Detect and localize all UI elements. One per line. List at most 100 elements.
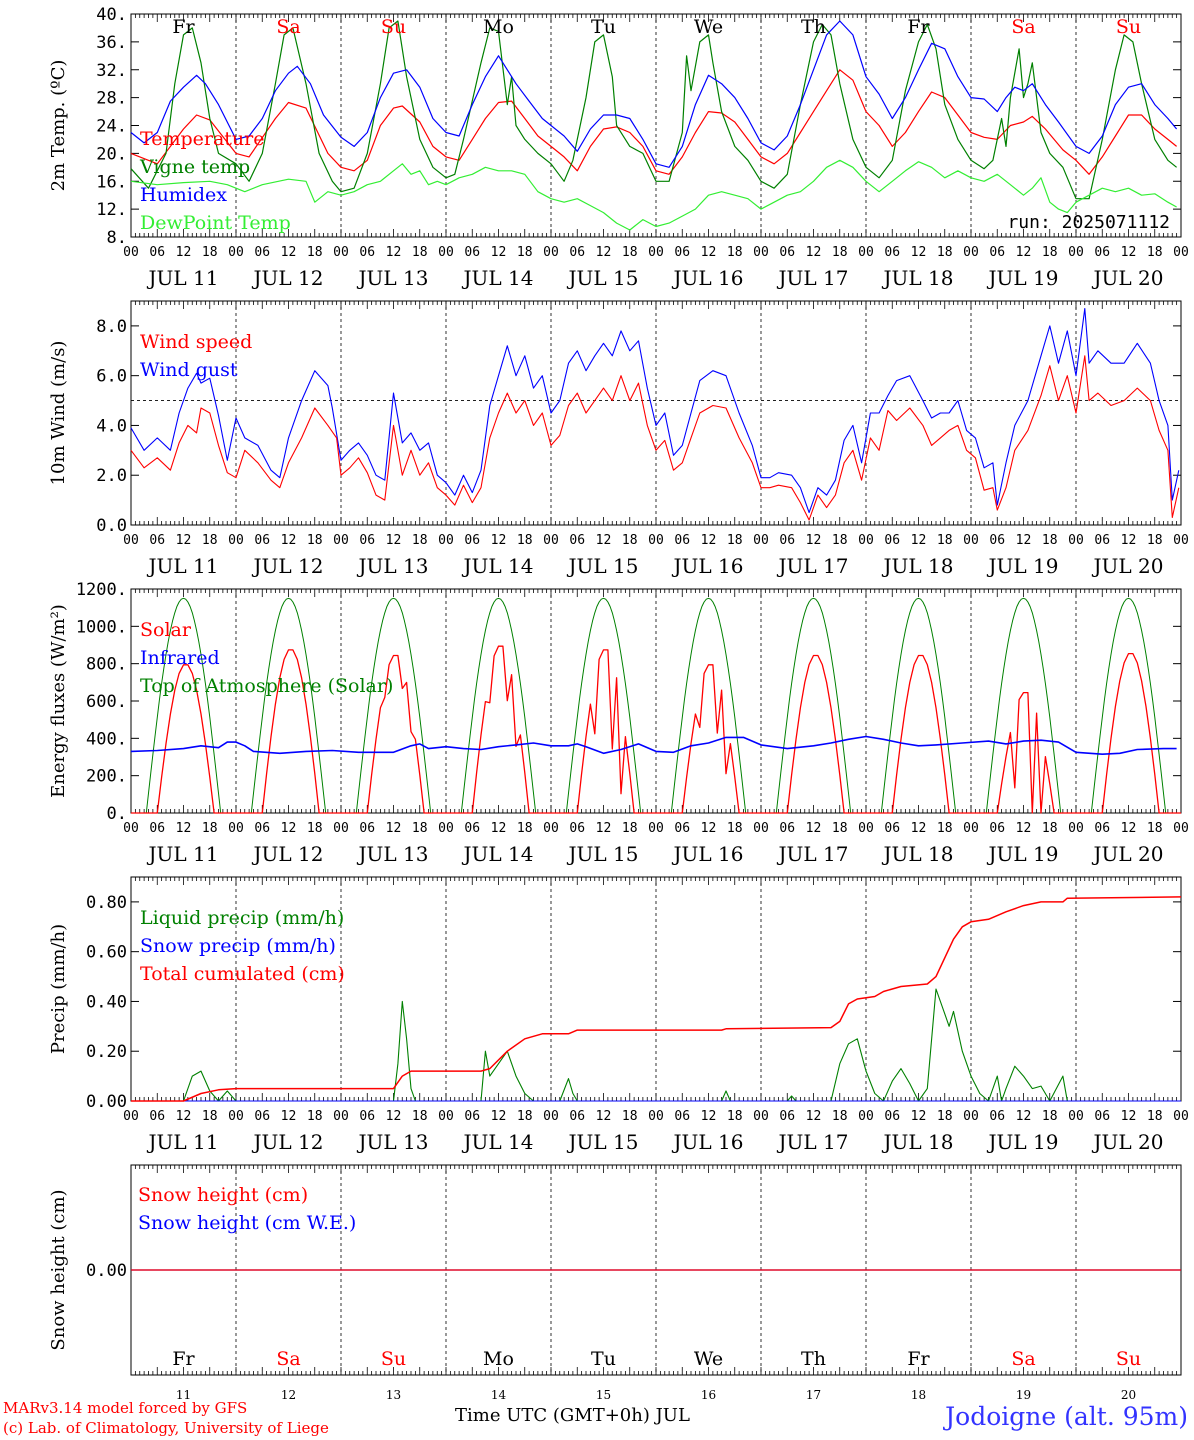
date-label: JUL 15 — [567, 1130, 639, 1154]
hour-label: 18 — [1042, 821, 1058, 836]
legend-entry: Liquid precip (mm/h) — [140, 907, 344, 929]
day-number: 15 — [596, 1388, 611, 1402]
hour-label: 18 — [937, 245, 953, 260]
hour-label: 12 — [386, 1109, 402, 1124]
weekday-label: We — [694, 16, 723, 38]
hour-label: 06 — [254, 245, 270, 260]
hour-label: 00 — [543, 533, 559, 548]
legend-entry: Snow height (cm) — [138, 1184, 308, 1206]
y-tick-label: 8. — [107, 228, 127, 248]
hour-label: 12 — [701, 533, 717, 548]
date-label: JUL 14 — [462, 266, 534, 290]
hour-label: 00 — [753, 821, 769, 836]
hour-label: 18 — [202, 821, 218, 836]
hour-label: 00 — [333, 821, 349, 836]
date-label: JUL 20 — [1092, 1130, 1164, 1154]
panel-1: 00 06 12 18 00 06 12 18 00 06 12 18 00 06 12 18 00 06 12 18… — [48, 5, 1189, 290]
date-label: JUL 19 — [987, 554, 1059, 578]
hour-label: 00 — [333, 1109, 349, 1124]
hour-label: 18 — [832, 1109, 848, 1124]
legend-entry: Wind gust — [140, 359, 238, 381]
hour-label: 00 — [228, 1109, 244, 1124]
legend-entry: Snow height (cm W.E.) — [138, 1212, 356, 1234]
y-tick-label: 400. — [86, 729, 127, 749]
hour-label: 06 — [464, 245, 480, 260]
date-label: JUL 12 — [252, 554, 324, 578]
hour-label: 00 — [123, 821, 139, 836]
series-lime — [130, 159, 1177, 231]
y-tick-label: 32. — [96, 61, 127, 81]
legend-entry: Top of Atmosphere (Solar) — [140, 675, 393, 697]
hour-label: 12 — [911, 821, 927, 836]
hour-label: 00 — [543, 1109, 559, 1124]
date-label: JUL 17 — [777, 842, 849, 866]
hour-label: 18 — [937, 1109, 953, 1124]
weekday-label: Mo — [483, 16, 514, 38]
date-label: JUL 17 — [777, 554, 849, 578]
day-number: 11 — [176, 1388, 191, 1402]
hour-label: 00 — [963, 533, 979, 548]
hour-label: 18 — [622, 821, 638, 836]
hour-label: 18 — [1042, 245, 1058, 260]
hour-label: 00 — [543, 821, 559, 836]
weekday-label: Fr — [172, 1348, 195, 1370]
date-label: JUL 15 — [567, 842, 639, 866]
day-number: 12 — [281, 1388, 296, 1402]
y-tick-label: 24. — [96, 117, 127, 137]
weekday-label: Sa — [276, 1348, 300, 1370]
hour-label: 06 — [1094, 1109, 1110, 1124]
day-number: 16 — [701, 1388, 716, 1402]
hour-label: 12 — [491, 533, 507, 548]
date-label: JUL 13 — [357, 842, 429, 866]
hour-label: 18 — [727, 821, 743, 836]
hour-label: 06 — [884, 245, 900, 260]
hour-label: 18 — [307, 245, 323, 260]
hour-label: 12 — [386, 821, 402, 836]
hour-label: 18 — [1147, 821, 1163, 836]
legend-entry: Humidex — [140, 184, 227, 206]
hour-label: 18 — [937, 821, 953, 836]
legend-entry: Vigne temp — [139, 156, 250, 178]
date-label: JUL 16 — [672, 554, 744, 578]
hour-label: 12 — [281, 245, 297, 260]
hour-label: 00 — [1068, 821, 1084, 836]
legend-entry: Wind speed — [140, 331, 252, 353]
date-label: JUL 15 — [567, 554, 639, 578]
hour-label: 00 — [858, 821, 874, 836]
hour-label: 00 — [858, 533, 874, 548]
date-label: JUL 14 — [462, 842, 534, 866]
date-label: JUL 11 — [147, 554, 219, 578]
hour-label: 06 — [779, 821, 795, 836]
day-number: 13 — [386, 1388, 401, 1402]
hour-label: 12 — [806, 1109, 822, 1124]
date-label: JUL 12 — [252, 1130, 324, 1154]
hour-label: 06 — [1094, 533, 1110, 548]
hour-label: 12 — [806, 245, 822, 260]
hour-label: 00 — [1173, 533, 1189, 548]
hour-label: 00 — [438, 533, 454, 548]
hour-label: 00 — [648, 821, 664, 836]
hour-label: 00 — [123, 1109, 139, 1124]
hour-label: 18 — [202, 1109, 218, 1124]
hour-label: 00 — [1173, 821, 1189, 836]
hour-label: 00 — [438, 1109, 454, 1124]
date-label: JUL 16 — [672, 1130, 744, 1154]
y-tick-label: 16. — [96, 172, 127, 192]
date-label: JUL 13 — [357, 266, 429, 290]
weekday-label: Su — [381, 1348, 406, 1370]
series-green — [130, 20, 1177, 200]
weekday-label: Su — [1116, 1348, 1141, 1370]
hour-label: 06 — [779, 1109, 795, 1124]
hour-label: 00 — [963, 245, 979, 260]
hour-label: 12 — [596, 1109, 612, 1124]
hour-label: 18 — [307, 821, 323, 836]
y-tick-label: 200. — [86, 767, 127, 787]
y-axis-title: 10m Wind (m/s) — [48, 341, 69, 486]
hour-label: 18 — [412, 821, 428, 836]
y-tick-label: 8.0 — [96, 317, 127, 337]
panel-2: 00 06 12 18 00 06 12 18 00 06 12 18 00 06 12 18 00 06 12 18… — [48, 300, 1189, 578]
hour-label: 00 — [753, 533, 769, 548]
hour-label: 00 — [963, 821, 979, 836]
day-number: 18 — [911, 1388, 926, 1402]
date-label: JUL 11 — [147, 842, 219, 866]
